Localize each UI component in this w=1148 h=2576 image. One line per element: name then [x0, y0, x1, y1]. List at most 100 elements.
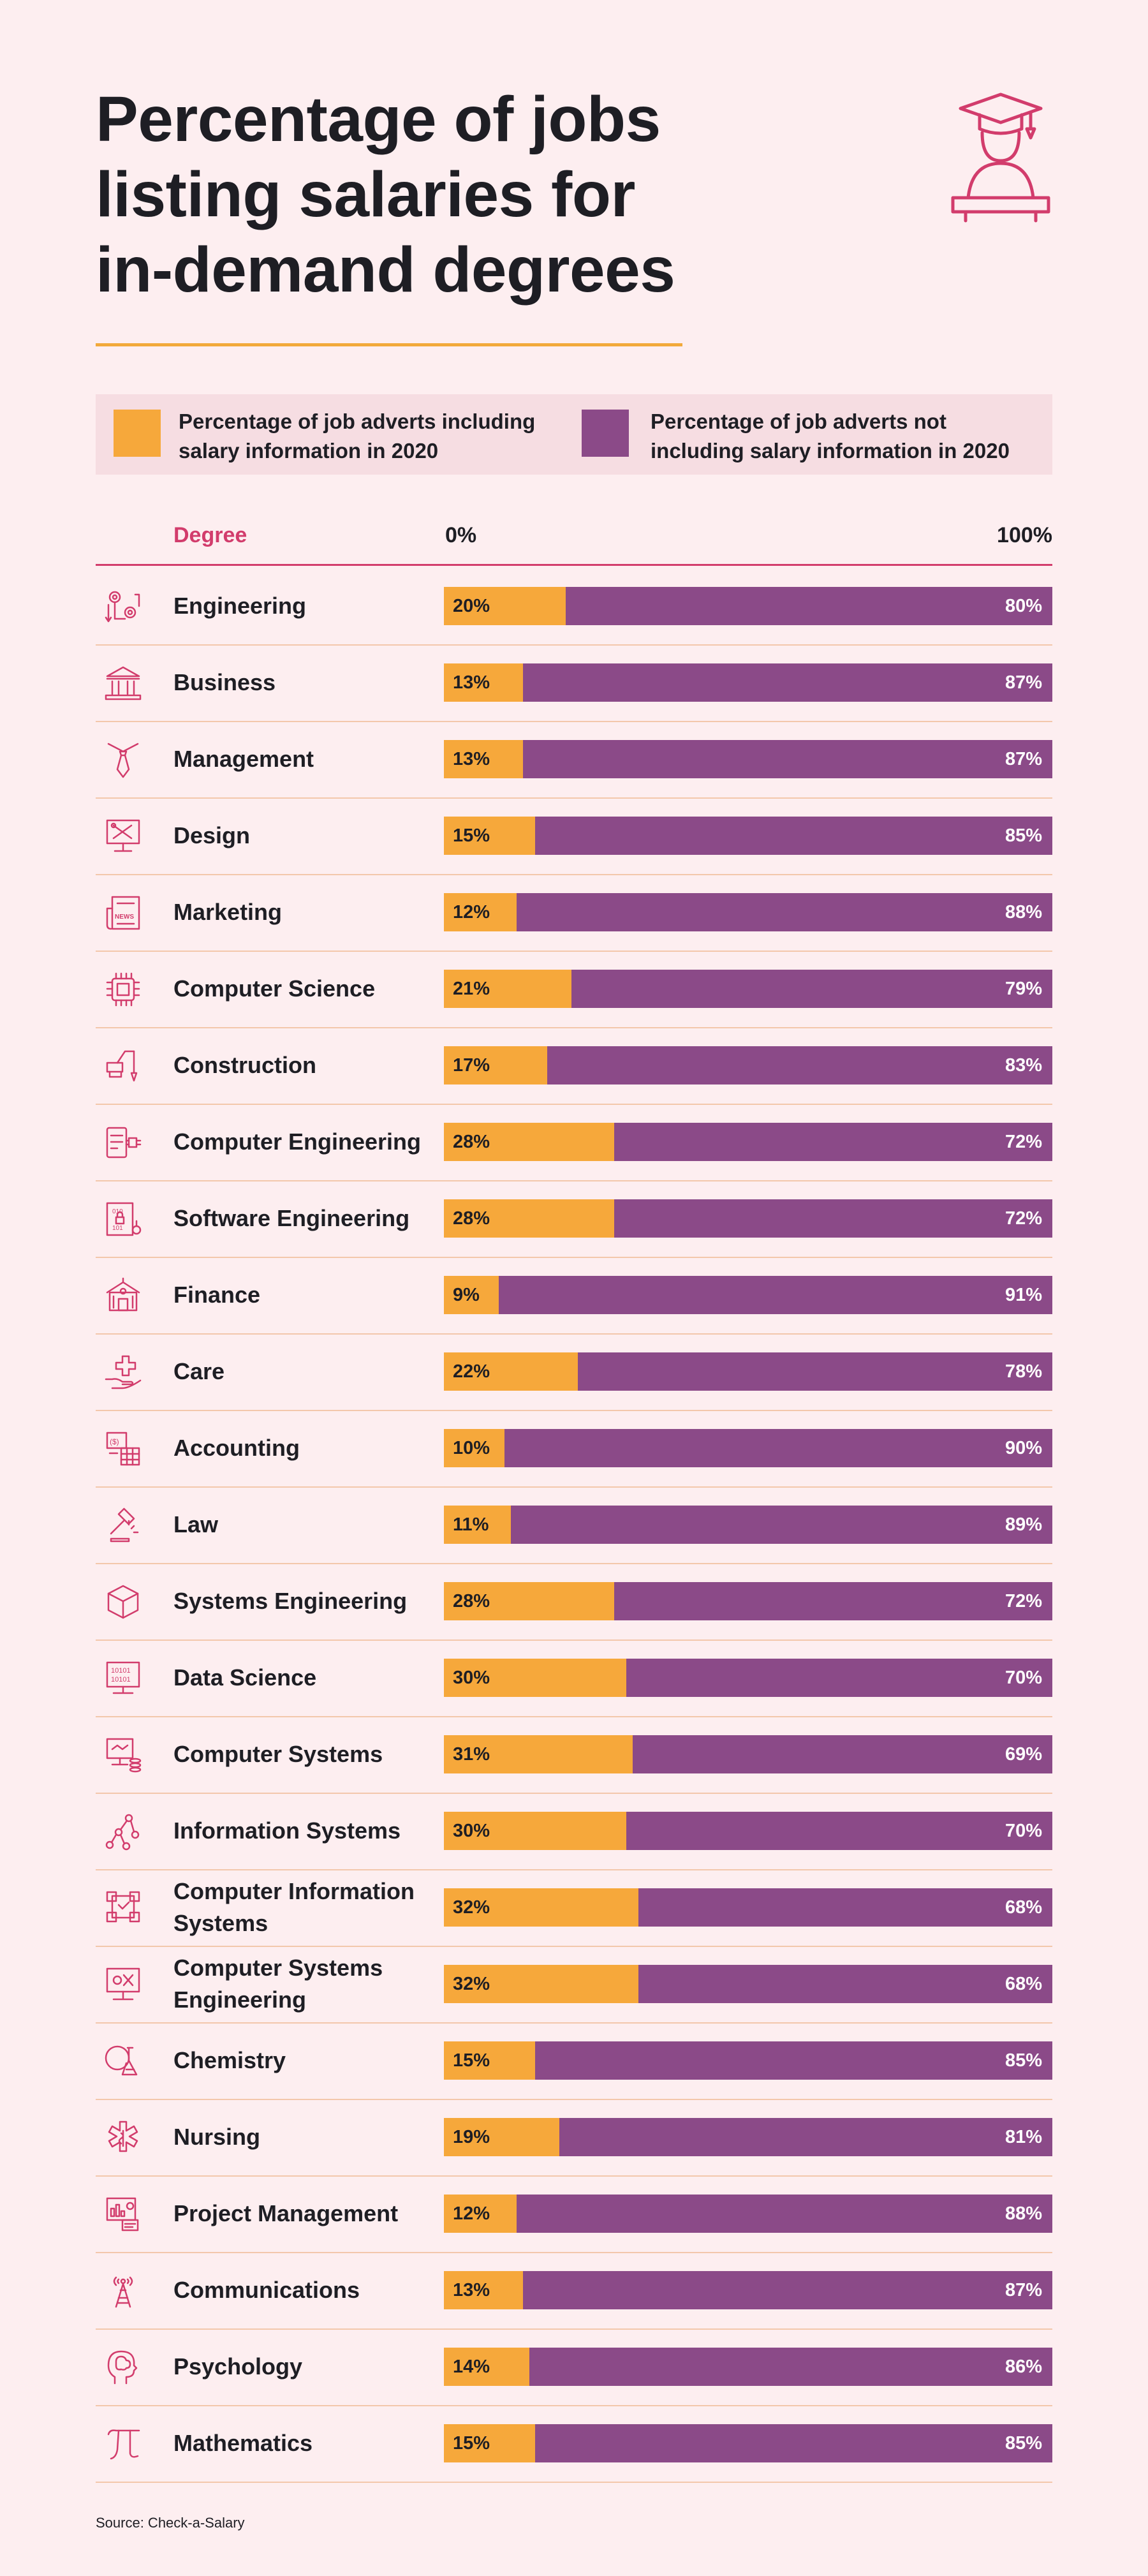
chart-row: ($) Accounting 10% 90% — [96, 1410, 1052, 1488]
chart-row: Nursing 19% 81% — [96, 2099, 1052, 2177]
bar-segment-included: 13% — [444, 2271, 524, 2309]
data-label: 81% — [1004, 2127, 1042, 2147]
head-brain-icon — [107, 2350, 138, 2385]
gavel-icon — [110, 1507, 139, 1543]
category-label: Design — [173, 822, 251, 848]
chart-row: Design 15% 85% — [96, 797, 1052, 875]
data-label: 87% — [1004, 749, 1042, 769]
bar-segment-included: 10% — [444, 1429, 505, 1467]
data-label: 28% — [453, 1132, 490, 1152]
category-label: Project Management — [173, 2200, 399, 2226]
bar-segment-included: 15% — [444, 2424, 536, 2462]
bar-segment-included: 32% — [444, 1888, 639, 1927]
bar-segment-not-included: 78% — [577, 1352, 1052, 1391]
data-label: 69% — [1004, 1744, 1042, 1765]
svg-text:($): ($) — [110, 1437, 119, 1446]
data-label: 12% — [453, 902, 490, 922]
data-label: 14% — [453, 2357, 490, 2377]
stacked-bar: 15% 85% — [444, 2424, 1052, 2462]
data-label: 21% — [453, 979, 490, 999]
bar-segment-not-included: 88% — [517, 893, 1052, 931]
stacked-bar: 31% 69% — [444, 1735, 1052, 1773]
gears-icon — [105, 591, 140, 623]
dashboard-report-icon — [106, 2197, 139, 2232]
data-label: 68% — [1004, 1897, 1042, 1918]
bar-segment-not-included: 69% — [632, 1735, 1052, 1773]
chart-row: Business 13% 87% — [96, 644, 1052, 722]
data-label: 15% — [453, 825, 490, 846]
stacked-bar: 21% 79% — [444, 970, 1052, 1008]
bar-segment-included: 30% — [444, 1659, 627, 1697]
bar-segment-not-included: 70% — [626, 1659, 1052, 1697]
monitor-coins-icon — [106, 1738, 142, 1773]
bar-segment-included: 30% — [444, 1812, 627, 1850]
bar-segment-not-included: 72% — [614, 1582, 1052, 1620]
stacked-bar: 30% 70% — [444, 1659, 1052, 1697]
stacked-bar: 10% 90% — [444, 1429, 1052, 1467]
bar-segment-not-included: 90% — [504, 1429, 1052, 1467]
bar-segment-not-included: 88% — [517, 2195, 1052, 2233]
svg-text:10101: 10101 — [111, 1667, 131, 1675]
data-label: 72% — [1004, 1132, 1042, 1152]
data-label: 22% — [453, 1361, 490, 1382]
data-label: 28% — [453, 1208, 490, 1229]
data-label: 10% — [453, 1438, 490, 1458]
bar-segment-included: 9% — [444, 1276, 499, 1314]
bar-segment-not-included: 85% — [535, 2424, 1052, 2462]
bar-segment-not-included: 70% — [626, 1812, 1052, 1850]
chart-row: Engineering 20% 80% — [96, 568, 1052, 646]
bar-segment-included: 32% — [444, 1965, 639, 2003]
legend-swatch-included — [114, 410, 161, 457]
data-label: 89% — [1004, 1514, 1042, 1535]
design-tools-monitor-icon — [106, 819, 140, 852]
bar-segment-included: 15% — [444, 2041, 536, 2080]
data-label: 85% — [1004, 2433, 1042, 2454]
radio-tower-icon — [113, 2276, 133, 2308]
finance-building-icon — [106, 1277, 140, 1312]
bar-segment-not-included: 89% — [510, 1506, 1052, 1544]
bar-segment-not-included: 83% — [547, 1046, 1052, 1084]
data-label: 11% — [453, 1514, 489, 1535]
svg-text:NEWS: NEWS — [115, 914, 134, 921]
stacked-bar: 12% 88% — [444, 2195, 1052, 2233]
stacked-bar: 13% 87% — [444, 740, 1052, 778]
data-label: 20% — [453, 596, 490, 616]
pi-icon — [107, 2429, 140, 2460]
category-label: Accounting — [173, 1435, 300, 1461]
chart-row: NEWS Marketing 12% 88% — [96, 874, 1052, 952]
chart-row: Project Management 12% 88% — [96, 2175, 1052, 2253]
axis-max-label: 100% — [997, 523, 1052, 547]
chart-row: Computer Engineering 28% 72% — [96, 1104, 1052, 1181]
category-label: Computer Systems — [173, 1741, 383, 1767]
chart-row: Chemistry 15% 85% — [96, 2022, 1052, 2100]
data-label: 17% — [453, 1055, 490, 1076]
category-label: Mathematics — [173, 2430, 313, 2456]
bar-segment-included: 28% — [444, 1582, 615, 1620]
bar-segment-not-included: 91% — [498, 1276, 1052, 1314]
data-label: 88% — [1004, 902, 1042, 922]
stacked-bar: 28% 72% — [444, 1123, 1052, 1161]
data-label: 85% — [1004, 825, 1042, 846]
medical-star-icon — [108, 2121, 138, 2152]
axis-min-label: 0% — [445, 523, 477, 547]
category-label: Law — [173, 1511, 219, 1537]
column-header-degree: Degree — [173, 523, 247, 547]
data-label: 72% — [1004, 1208, 1042, 1229]
svg-text:101: 101 — [112, 1225, 123, 1232]
bar-segment-included: 31% — [444, 1735, 633, 1773]
bar-segment-not-included: 79% — [571, 970, 1052, 1008]
stacked-bar: 28% 72% — [444, 1199, 1052, 1238]
legend-label-included: Percentage of job adverts including sala… — [179, 410, 536, 463]
stacked-bar: 13% 87% — [444, 663, 1052, 702]
stacked-bar: 13% 87% — [444, 2271, 1052, 2309]
bar-segment-included: 13% — [444, 740, 524, 778]
category-label: Business — [173, 669, 276, 695]
stacked-bar: 17% 83% — [444, 1046, 1052, 1084]
category-label: Data Science — [173, 1664, 317, 1691]
category-label: Communications — [173, 2277, 360, 2303]
bar-segment-included: 20% — [444, 587, 566, 625]
category-label: Management — [173, 746, 314, 772]
chart-row: 10101 10101 Data Science 30% 70% — [96, 1640, 1052, 1717]
category-label: Nursing — [173, 2124, 261, 2150]
legend: Percentage of job adverts including sala… — [96, 394, 1052, 475]
